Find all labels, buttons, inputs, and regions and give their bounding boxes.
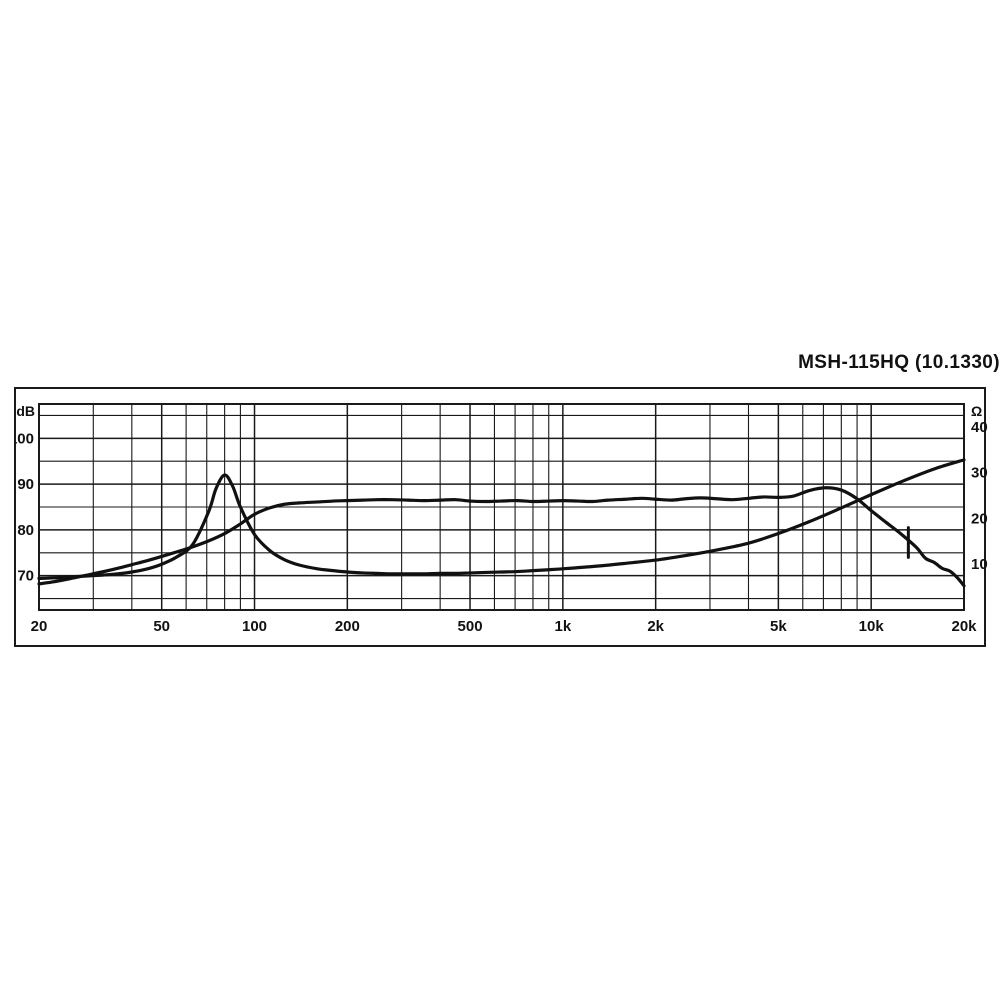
x-tick-label: 10k bbox=[859, 618, 885, 635]
unit-label-layer: dB Ω bbox=[16, 403, 982, 419]
plot-wrapper: 100 90 80 70 40 30 20 10 20 50 100 200 500 1k 2k 5k 10k 2… bbox=[16, 389, 988, 649]
y-tick-label: 70 bbox=[17, 568, 34, 585]
y2-tick-label: 30 bbox=[971, 465, 988, 482]
x-tick-label: 200 bbox=[335, 618, 360, 635]
tick-label-layer: 100 90 80 70 40 30 20 10 20 50 100 200 500 1k 2k 5k 10k 2… bbox=[16, 419, 988, 635]
frequency-response-chart: 100 90 80 70 40 30 20 10 20 50 100 200 500 1k 2k 5k 10k 2… bbox=[16, 403, 988, 635]
x-tick-label: 1k bbox=[555, 618, 572, 635]
x-tick-label: 2k bbox=[647, 618, 664, 635]
spl-curve bbox=[37, 486, 966, 588]
curve-layer bbox=[37, 458, 966, 588]
x-tick-label: 500 bbox=[458, 618, 483, 635]
right-axis-unit-label: Ω bbox=[971, 403, 982, 419]
chart-frame: 100 90 80 70 40 30 20 10 20 50 100 200 500 1k 2k 5k 10k 2… bbox=[14, 387, 988, 649]
left-axis-unit-label: dB bbox=[16, 403, 35, 419]
y-tick-label: 90 bbox=[17, 476, 34, 493]
x-tick-label: 100 bbox=[242, 618, 267, 635]
y-tick-label: 80 bbox=[17, 522, 34, 539]
x-tick-label: 50 bbox=[153, 618, 170, 635]
y-tick-label: 100 bbox=[16, 430, 34, 447]
x-tick-label: 20 bbox=[31, 618, 48, 635]
y2-tick-label: 40 bbox=[971, 419, 988, 436]
y2-tick-label: 10 bbox=[971, 556, 988, 573]
x-tick-label: 20k bbox=[951, 618, 977, 635]
y2-tick-label: 20 bbox=[971, 510, 988, 527]
chart-title: MSH-115HQ (10.1330) bbox=[798, 352, 1000, 373]
impedance-curve bbox=[37, 458, 966, 581]
x-tick-label: 5k bbox=[770, 618, 787, 635]
grid-layer bbox=[38, 403, 965, 611]
